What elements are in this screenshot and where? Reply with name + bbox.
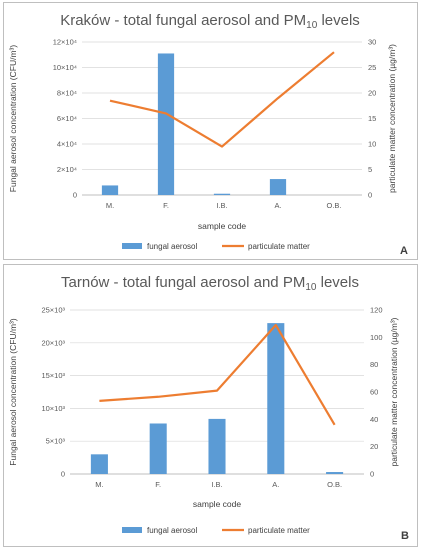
y2-tick-label: 15 (368, 114, 376, 123)
y-tick-label: 8×10⁴ (57, 89, 77, 98)
y-tick-label: 10×10³ (41, 404, 65, 413)
y-tick-label: 4×10⁴ (57, 140, 77, 149)
y-tick-label: 5×10³ (46, 437, 66, 446)
bar-fungal-aerosol (102, 185, 118, 195)
y2-axis-title: particulate matter concentration (µg/m³) (389, 317, 399, 466)
y2-axis-title: particulate matter concentration (µg/m³) (387, 44, 397, 193)
bar-fungal-aerosol (91, 454, 108, 474)
x-tick-label: I.B. (216, 201, 227, 210)
bar-fungal-aerosol (214, 194, 230, 195)
y2-tick-label: 0 (370, 470, 374, 479)
chart-title-subscript: 10 (305, 282, 317, 293)
y-tick-label: 0 (73, 191, 77, 200)
legend: fungal aerosol particulate matter (122, 526, 310, 535)
y2-tick-label: 25 (368, 63, 376, 72)
y2-tick-label: 80 (370, 360, 378, 369)
chart-tarnow: Tarnów - total fungal aerosol and PM10 l… (4, 265, 417, 546)
chart-krakow: Kraków - total fungal aerosol and PM10 l… (4, 3, 417, 259)
y2-tick-label: 20 (370, 442, 378, 451)
legend-label-fungal-aerosol: fungal aerosol (147, 242, 197, 251)
legend-swatch-fungal-aerosol (122, 243, 142, 249)
y-tick-label: 20×10³ (41, 338, 65, 347)
legend-label-particulate-matter: particulate matter (248, 242, 310, 251)
y2-tick-label: 120 (370, 306, 383, 315)
y2-tick-label: 60 (370, 388, 378, 397)
x-tick-label: M. (95, 480, 103, 489)
chart-title: Kraków - total fungal aerosol and PM10 l… (60, 12, 360, 31)
x-tick-label: O.B. (326, 201, 341, 210)
legend-swatch-fungal-aerosol (122, 527, 142, 533)
panel-letter: B (401, 530, 409, 542)
bar-fungal-aerosol (270, 179, 286, 195)
y2-tick-label: 100 (370, 333, 383, 342)
y-tick-label: 25×10³ (41, 306, 65, 315)
y2-tick-label: 0 (368, 191, 372, 200)
line-particulate-matter (110, 52, 334, 146)
bar-fungal-aerosol (267, 323, 284, 474)
y2-tick-label: 20 (368, 89, 376, 98)
chart-panel-tarnow: Tarnów - total fungal aerosol and PM10 l… (3, 264, 418, 547)
y-tick-label: 15×10³ (41, 371, 65, 380)
line-particulate-matter (99, 325, 334, 425)
x-axis-title: sample code (198, 221, 246, 231)
chart-title-main: Kraków - total fungal aerosol and PM (60, 12, 306, 29)
y-tick-label: 2×10⁴ (57, 165, 77, 174)
y2-tick-label: 40 (370, 415, 378, 424)
y-tick-label: 12×10⁴ (53, 38, 77, 47)
chart-title-subscript: 10 (306, 20, 318, 31)
chart-title-end: levels (316, 274, 359, 291)
y2-tick-label: 10 (368, 140, 376, 149)
bar-fungal-aerosol (158, 53, 174, 195)
x-tick-label: I.B. (211, 480, 222, 489)
x-tick-label: A. (274, 201, 281, 210)
bar-fungal-aerosol (208, 419, 225, 474)
x-tick-label: A. (272, 480, 279, 489)
bar-fungal-aerosol (150, 423, 167, 474)
x-tick-label: M. (106, 201, 114, 210)
bar-fungal-aerosol (326, 472, 343, 474)
chart-title-main: Tarnów - total fungal aerosol and PM (61, 274, 305, 291)
legend-label-fungal-aerosol: fungal aerosol (147, 526, 197, 535)
y2-tick-label: 30 (368, 38, 376, 47)
legend: fungal aerosol particulate matter (122, 242, 310, 251)
y-axis-title: Fungal aerosol concentration (CFU/m³) (8, 318, 18, 466)
panel-letter: A (400, 245, 408, 257)
x-tick-label: O.B. (327, 480, 342, 489)
y-tick-label: 0 (61, 470, 65, 479)
chart-title-end: levels (317, 12, 360, 29)
chart-title: Tarnów - total fungal aerosol and PM10 l… (61, 274, 359, 293)
x-tick-label: F. (163, 201, 169, 210)
y-tick-label: 10×10⁴ (53, 63, 77, 72)
legend-label-particulate-matter: particulate matter (248, 526, 310, 535)
y2-tick-label: 5 (368, 165, 372, 174)
chart-panel-krakow: Kraków - total fungal aerosol and PM10 l… (3, 2, 418, 260)
x-tick-label: F. (155, 480, 161, 489)
y-tick-label: 6×10⁴ (57, 114, 77, 123)
x-axis-title: sample code (193, 499, 241, 509)
y-axis-title: Fungal aerosol concentration (CFU/m³) (8, 45, 18, 193)
